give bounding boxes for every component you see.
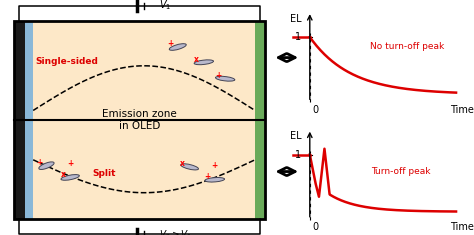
Ellipse shape [194,60,213,65]
Bar [25,21,33,219]
Bar [14,21,265,219]
Text: +: + [67,159,73,168]
Ellipse shape [216,76,235,81]
Text: +: + [167,39,174,48]
Ellipse shape [205,177,225,182]
Text: 1: 1 [295,149,301,160]
Text: EL: EL [290,131,302,141]
Text: $V_2 > V_1$: $V_2 > V_1$ [159,228,192,235]
Text: EL: EL [290,14,302,24]
Text: x: x [180,159,185,168]
Text: Single-sided: Single-sided [35,57,98,66]
Text: +: + [211,161,218,170]
Ellipse shape [169,44,186,50]
Bar [33,21,255,120]
Text: 0: 0 [312,222,319,232]
Text: +: + [215,71,221,80]
Bar [14,21,25,219]
Text: x: x [194,55,199,64]
Text: Emission zone
in OLED: Emission zone in OLED [102,109,177,131]
Text: +: + [204,172,211,181]
Text: No turn-off peak: No turn-off peak [370,42,445,51]
Ellipse shape [39,162,54,169]
Bar [33,120,255,219]
Text: Time: Time [450,105,474,114]
Bar [14,21,265,219]
Text: 1: 1 [295,32,301,42]
Bar [255,21,265,219]
Text: x: x [61,170,65,179]
Text: +: + [36,158,43,167]
Text: Turn-off peak: Turn-off peak [372,167,431,176]
Ellipse shape [181,164,199,170]
Text: 0: 0 [312,105,319,114]
Text: Split: Split [92,169,116,178]
Text: $V_1$: $V_1$ [159,0,171,12]
Ellipse shape [61,175,79,180]
Text: Time: Time [450,222,474,232]
